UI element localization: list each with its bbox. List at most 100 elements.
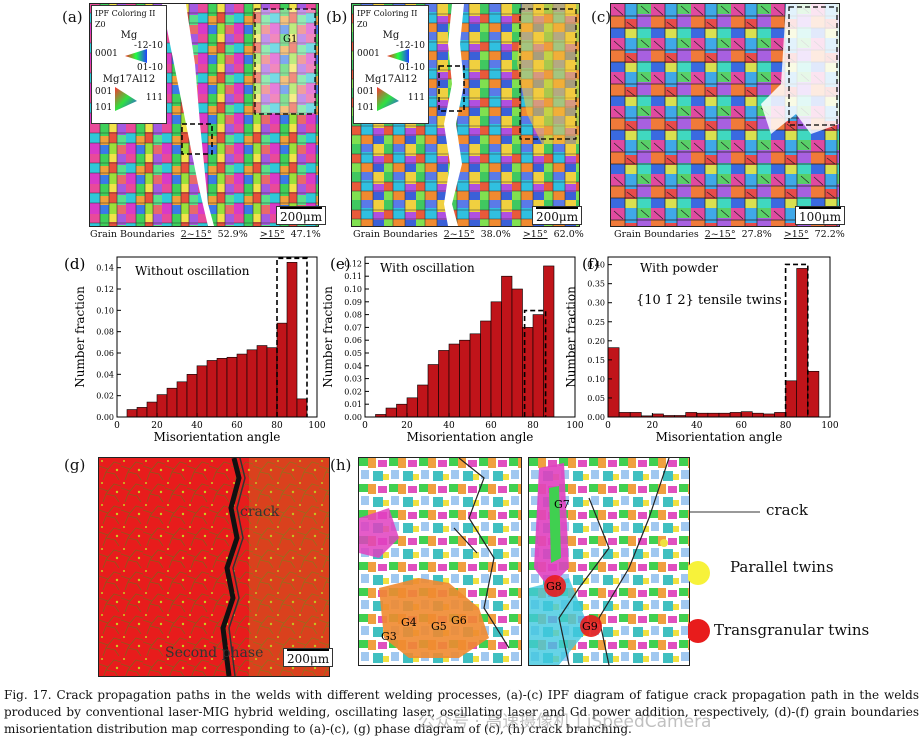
bar-e-11 (490, 301, 502, 418)
bar-d-4 (166, 387, 178, 418)
twin-highlight-box-e (523, 309, 547, 417)
ytick-label-d-2: 0.04 (96, 370, 114, 379)
plot-frame-f (607, 256, 831, 418)
xlabel-e: Misorientation angle (407, 430, 534, 444)
bar-e-6 (438, 350, 450, 418)
chart-e: 0 20 40 60 80 100 0.00 0.01 0.02 0.03 0.04 0.05 0.06… (321, 255, 584, 444)
bar-d-3 (156, 394, 168, 418)
ytick-label-f-5: 0.25 (587, 318, 605, 327)
xtick-label-e-2: 40 (443, 421, 455, 431)
crack-map-right: G7 G8 G9 (528, 457, 690, 666)
yellow-circle-icon (688, 561, 710, 585)
crack-label-g: crack (240, 504, 280, 520)
ytick-label-d-4: 0.08 (96, 328, 114, 337)
ytick-label-e-0: 0.00 (344, 413, 362, 422)
legend-p2-left-bot: 101 (95, 103, 113, 113)
scale-line (536, 207, 579, 209)
panel-label-e: (e) (330, 255, 351, 273)
bar-d-10 (226, 356, 238, 418)
mg17al12-triangle-icon (377, 87, 399, 111)
panel-label-f: (f) (582, 255, 599, 273)
panel-label-a: (a) (62, 8, 83, 26)
ytick-label-e-8: 0.08 (344, 311, 362, 320)
bar-e-12 (501, 275, 513, 418)
bar-d-13 (256, 345, 268, 418)
bar-f-11 (729, 412, 742, 418)
crack-map-left: G3 G4 G5 G6 (358, 457, 522, 666)
legend-parallel-label: Parallel twins (730, 558, 834, 576)
legend-p2-right: 111 (145, 93, 163, 103)
annotation-f: {10 1̄ 2} tensile twins (636, 293, 782, 308)
ylabel-d: Number fraction (73, 286, 87, 388)
legend-title: IPF Coloring II Z0 (357, 9, 418, 29)
xtick-label-d-0: 0 (114, 421, 120, 431)
xtick-label-d-5: 100 (308, 421, 325, 431)
ytick-label-e-7: 0.07 (344, 323, 362, 332)
xtick-label-f-5: 100 (821, 421, 838, 431)
bar-f-17 (796, 268, 809, 418)
transgranular-twin-marker (580, 615, 602, 637)
panel-h: (h) G3 G4 G5 G6 (330, 450, 923, 680)
bar-e-5 (427, 364, 439, 418)
legend-title: IPF Coloring II Z0 (95, 9, 156, 29)
legend-phase1: Mg (382, 30, 400, 41)
ipf-legend-b: IPF Coloring II Z0 Mg 0001 -12-10 01-10 … (353, 5, 429, 124)
xtick-label-d-2: 40 (191, 421, 203, 431)
second-phase-label: Second phase (165, 645, 264, 661)
bar-f-8 (696, 412, 709, 418)
scale-line (287, 649, 330, 651)
panel-g: (g) crack Second phase 200μm (0, 450, 335, 680)
bar-d-11 (236, 353, 248, 418)
panel-b: (b) IPF Coloring II Z0 Mg 0001 -12-10 01… (318, 0, 588, 245)
grain-label-g3: G3 (381, 630, 397, 643)
chart-d: 0 20 40 60 80 100 0.00 0.02 0.04 0.06 0.08 0.10 0.12… (64, 255, 326, 444)
ytick-label-d-5: 0.10 (96, 306, 114, 315)
ytick-label-e-4: 0.04 (344, 362, 362, 371)
legend-p2-left-bot: 101 (357, 103, 375, 113)
scale-line (280, 207, 323, 209)
bar-f-9 (707, 412, 720, 418)
grain-boundaries-b: Grain Boundaries 2~15° 38.0% >15° 62.0% (353, 229, 584, 240)
ytick-label-d-6: 0.12 (96, 285, 114, 294)
grain-label-g4: G4 (401, 616, 417, 629)
bar-f-18 (807, 370, 820, 418)
ylabel-e: Number fraction (321, 286, 335, 388)
ytick-label-f-8: 0.40 (587, 261, 605, 270)
bar-d-14 (266, 347, 278, 418)
figure-caption: Fig. 17. Crack propagation paths in the … (4, 688, 919, 736)
ytick-label-e-12: 0.12 (344, 259, 362, 268)
mg17al12-triangle-icon (115, 87, 137, 111)
twin-highlight-box-d (276, 257, 308, 417)
bar-d-7 (196, 365, 208, 418)
bar-d-15 (276, 322, 288, 418)
bar-f-2 (629, 412, 642, 418)
legend-p2-left-top: 001 (357, 87, 375, 97)
phase-map-g-image (99, 458, 329, 676)
xtick-label-f-4: 80 (780, 421, 792, 431)
legend-crack-label: crack (766, 501, 809, 519)
grain-label-g9: G9 (582, 620, 598, 633)
parallel-twin-marker (660, 539, 668, 547)
bar-d-12 (246, 349, 258, 418)
crack-legend (688, 511, 760, 643)
grain-label-g7: G7 (554, 498, 570, 511)
xtick-label-f-0: 0 (605, 421, 611, 431)
panel-label-g: (g) (64, 456, 86, 474)
xtick-label-d-3: 60 (231, 421, 243, 431)
bar-f-1 (618, 412, 631, 418)
legend-p1-bot: 01-10 (399, 63, 425, 73)
annotation-top-f: With powder (640, 261, 718, 275)
legend-p2-left-top: 001 (95, 87, 113, 97)
ipf-map-c (610, 3, 840, 227)
bar-e-1 (385, 407, 397, 418)
grain-label-g1: G1 (283, 34, 297, 45)
ytick-label-f-2: 0.10 (587, 375, 605, 384)
legend-p1-top: -12-10 (134, 41, 163, 51)
bar-e-4 (417, 384, 429, 418)
legend-p2-right: 111 (407, 93, 425, 103)
bar-d-1 (136, 407, 148, 418)
grain-label-g8: G8 (546, 580, 562, 593)
legend-transgranular-label: Transgranular twins (714, 621, 870, 639)
bar-e-13 (511, 288, 523, 418)
panel-a: (a) (0, 0, 327, 245)
